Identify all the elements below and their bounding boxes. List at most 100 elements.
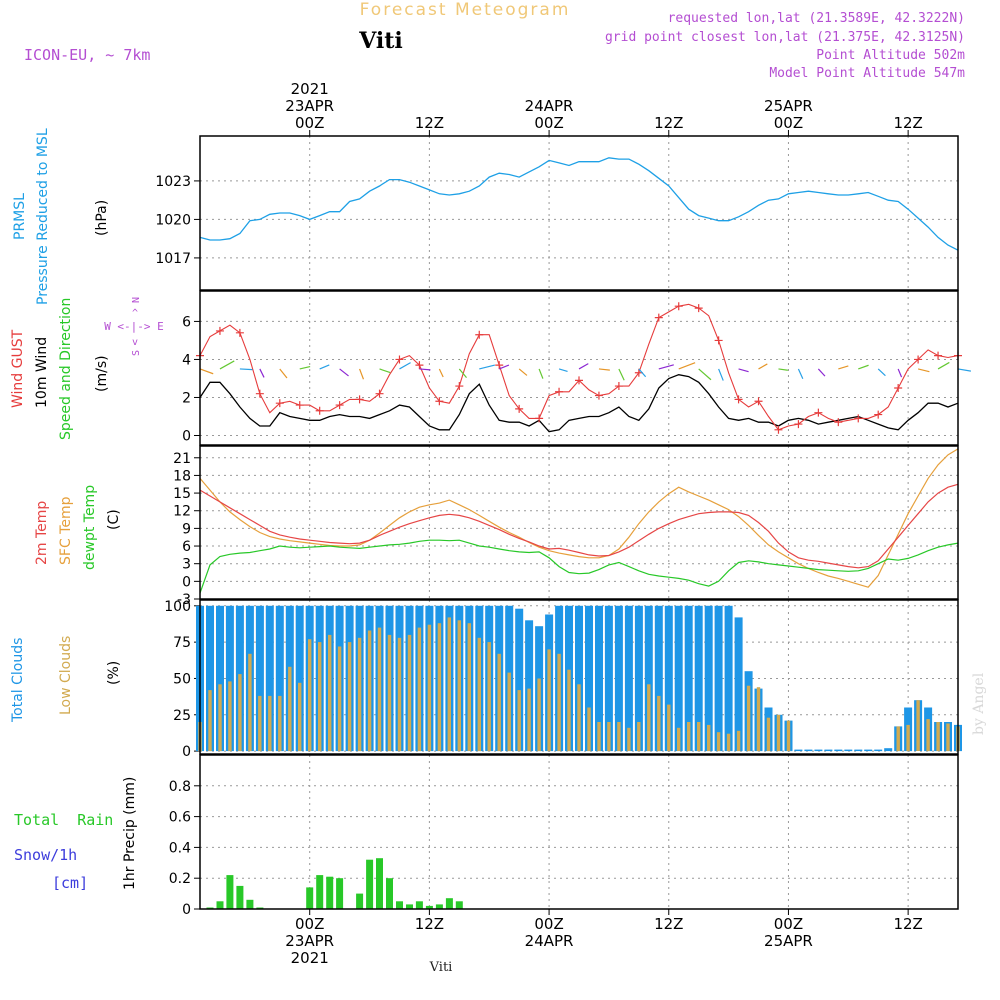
total-clouds-bar bbox=[824, 749, 833, 752]
temp-unit: (C) bbox=[106, 509, 122, 530]
rain-bar bbox=[396, 901, 403, 909]
pressure-line bbox=[199, 157, 959, 251]
rain-bar bbox=[406, 904, 413, 909]
rain-bar bbox=[435, 904, 443, 909]
model-label: ICON-EU, ~ 7km bbox=[24, 46, 150, 64]
total-clouds-bar bbox=[216, 605, 224, 752]
total-clouds-bar bbox=[604, 605, 613, 752]
low-clouds-bar bbox=[457, 620, 461, 752]
wind-direction-arrow bbox=[498, 364, 510, 370]
y-tick-label: 6 bbox=[182, 314, 191, 330]
gust-marker bbox=[555, 387, 564, 396]
wind-direction-arrow bbox=[638, 368, 647, 378]
wind-direction-arrow bbox=[817, 368, 826, 377]
wind-direction-arrow bbox=[618, 368, 625, 381]
low-clouds-bar bbox=[337, 646, 342, 752]
low-clouds-bar bbox=[756, 687, 761, 752]
gust-marker bbox=[415, 361, 424, 370]
compass-ns-bottom: v bbox=[132, 337, 138, 348]
low-clouds-bar bbox=[637, 722, 641, 752]
time-label-top: 23APR bbox=[285, 97, 334, 115]
low-clouds-bar bbox=[328, 634, 332, 752]
y-tick-label: 0.6 bbox=[169, 810, 191, 826]
wind-direction-arrow bbox=[339, 368, 349, 377]
y-tick-label: 9 bbox=[182, 521, 191, 537]
time-label-top: 00Z bbox=[295, 114, 324, 132]
rain-bar bbox=[376, 858, 383, 909]
low-clouds-bar bbox=[477, 637, 481, 752]
low-clouds-bar bbox=[288, 666, 292, 752]
low-clouds-bar bbox=[697, 722, 701, 752]
wind-direction-arrow bbox=[897, 368, 903, 378]
product-title: Forecast Meteogram bbox=[360, 0, 571, 20]
pressure-label-desc: Pressure Reduced to MSL bbox=[35, 128, 51, 305]
low-clouds-bar bbox=[746, 685, 751, 752]
wind-direction-arrow bbox=[239, 368, 253, 371]
panel-frame bbox=[199, 754, 959, 910]
y-tick-label: 21 bbox=[173, 451, 191, 467]
pressure-label-name: PRMSL bbox=[12, 193, 28, 240]
y-tick-label: 0.8 bbox=[169, 779, 191, 795]
low-clouds-bar bbox=[437, 623, 442, 751]
low-clouds-bar bbox=[228, 681, 232, 752]
y-tick-label: 6 bbox=[182, 539, 191, 555]
y-tick-label: 3 bbox=[182, 557, 191, 573]
total-clouds-bar bbox=[834, 749, 843, 752]
low-clouds-bar bbox=[537, 678, 541, 752]
time-label-bottom: 23APR bbox=[285, 932, 334, 950]
total-clouds-bar bbox=[854, 749, 863, 752]
low-clouds-bar bbox=[357, 637, 362, 752]
y-tick-label: 0 bbox=[182, 428, 191, 444]
gust-marker bbox=[475, 330, 484, 339]
total-clouds-bar bbox=[265, 605, 274, 752]
low-clouds-bar bbox=[547, 649, 551, 752]
panel-frame bbox=[199, 135, 959, 291]
gust-marker bbox=[215, 326, 224, 335]
gust-marker bbox=[934, 351, 943, 360]
gust-marker bbox=[435, 397, 444, 406]
wind-direction-arrow bbox=[598, 368, 610, 371]
low-clouds-bar bbox=[417, 627, 422, 752]
time-label-bottom: 12Z bbox=[654, 915, 683, 933]
y-tick-label: 0 bbox=[182, 902, 191, 918]
wind-direction-arrow bbox=[538, 368, 544, 379]
low-clouds-bar bbox=[427, 624, 432, 752]
y-tick-label: 12 bbox=[173, 504, 191, 520]
rain-bar bbox=[306, 887, 314, 909]
low-clouds-bar bbox=[218, 684, 222, 752]
rain-bar bbox=[386, 878, 393, 909]
gust-marker bbox=[535, 414, 544, 423]
y-tick-label: 4 bbox=[182, 352, 191, 368]
low-clouds-bar bbox=[716, 732, 721, 752]
watermark: by Angel bbox=[971, 672, 987, 735]
wind-direction-arrow bbox=[778, 368, 788, 371]
rain-bar bbox=[455, 901, 463, 909]
low-clouds-bar bbox=[926, 719, 930, 752]
gust-marker bbox=[654, 313, 663, 322]
grid-point-coords: grid point closest lon,lat (21.375E, 42.… bbox=[605, 30, 965, 45]
wind-unit: (m/s) bbox=[94, 355, 110, 392]
compass-n: N bbox=[131, 297, 142, 303]
wind-direction-arrow bbox=[558, 368, 568, 373]
low-clouds-bar bbox=[657, 695, 661, 752]
gust-marker bbox=[455, 382, 464, 391]
wind-direction-arrow bbox=[419, 368, 431, 371]
low-clouds-bar bbox=[617, 722, 621, 752]
gust-marker bbox=[495, 361, 504, 370]
rain-label: Total Rain bbox=[14, 811, 113, 829]
total-clouds-bar bbox=[295, 605, 304, 752]
y-tick-label: 25 bbox=[173, 708, 191, 724]
low-clouds-bar bbox=[487, 642, 491, 752]
compass-s: S bbox=[131, 350, 142, 356]
point-altitude: Point Altitude 502m bbox=[816, 48, 965, 63]
low-clouds-bar bbox=[238, 674, 242, 752]
requested-coords: requested lon,lat (21.3589E, 42.3222N) bbox=[668, 11, 965, 26]
low-clouds-bar bbox=[517, 690, 521, 752]
low-clouds-bar bbox=[318, 642, 322, 752]
low-clouds-bar bbox=[786, 720, 791, 752]
wind-direction-arrow bbox=[858, 364, 869, 370]
wind-direction-arrow bbox=[299, 365, 311, 370]
rain-bar bbox=[236, 885, 244, 909]
panel-frame bbox=[199, 599, 959, 755]
